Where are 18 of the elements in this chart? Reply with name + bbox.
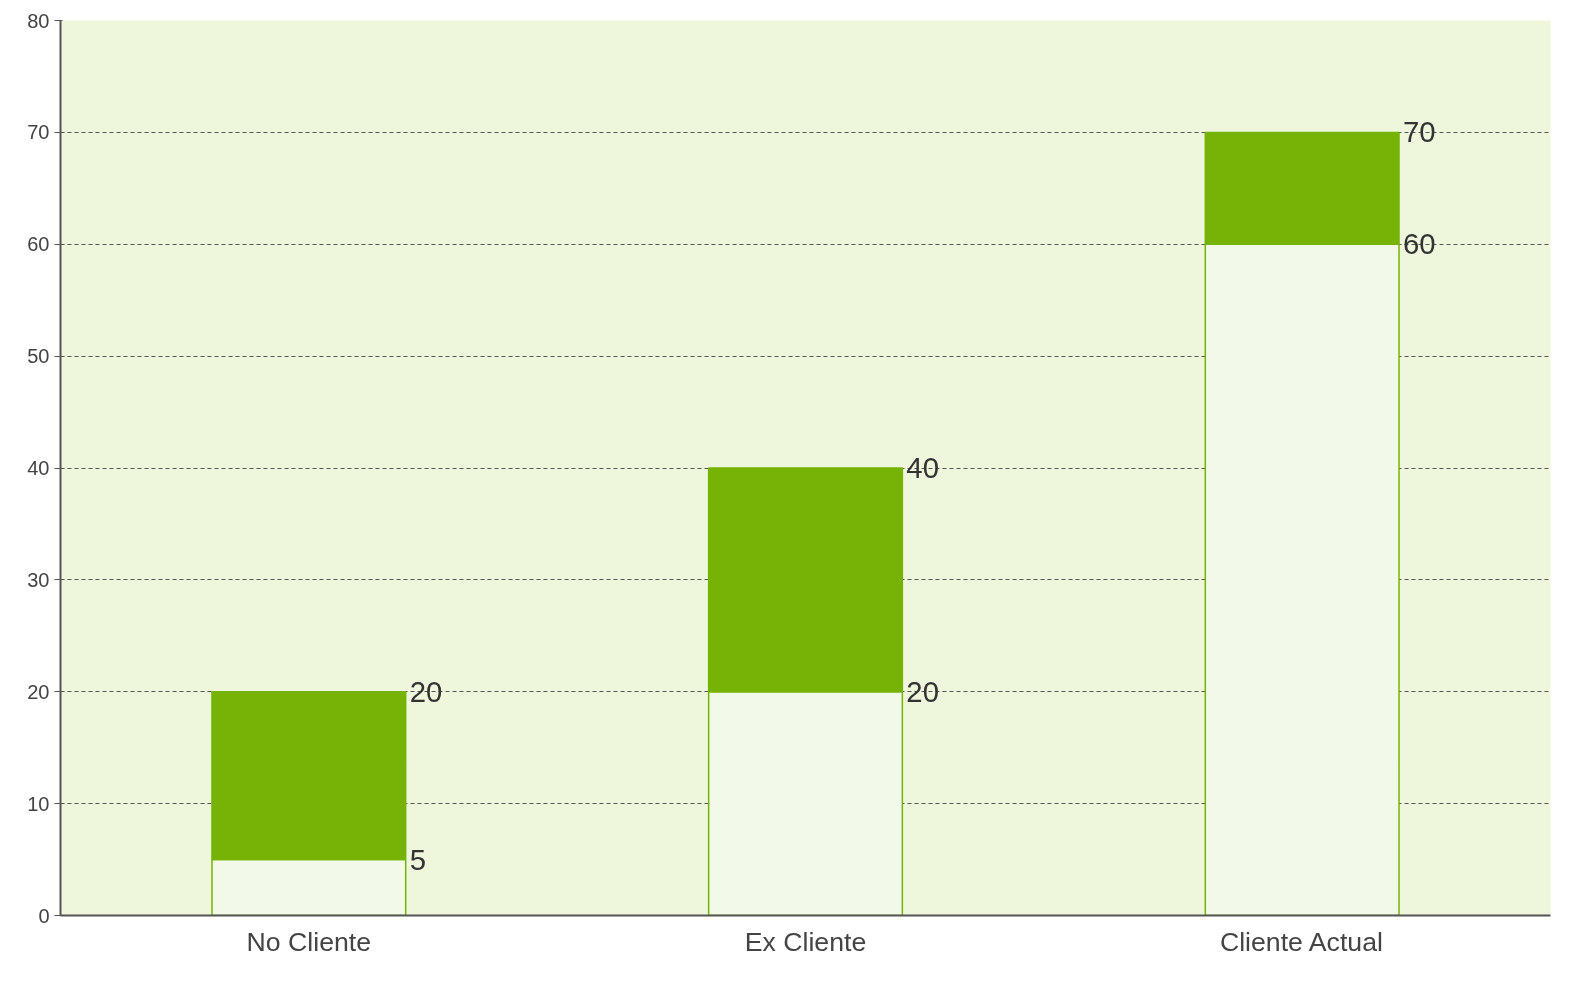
- y-tick-label: 70: [27, 121, 50, 144]
- data-label: 5: [409, 842, 426, 876]
- data-label: 20: [906, 674, 939, 708]
- total-label: 70: [1403, 115, 1436, 149]
- y-tick-label: 30: [27, 568, 50, 591]
- x-tick-label: Ex Cliente: [744, 926, 867, 957]
- y-tick-label: 0: [38, 904, 50, 927]
- y-tick-label: 20: [27, 680, 50, 703]
- total-label: 40: [906, 451, 939, 484]
- total-label: 20: [409, 674, 443, 708]
- y-tick-label: 80: [27, 9, 50, 32]
- x-tick-label: Cliente Actual: [1219, 926, 1383, 957]
- y-tick-label: 60: [27, 233, 50, 256]
- y-tick-label: 40: [27, 457, 50, 479]
- y-tick-label: 10: [27, 792, 50, 815]
- x-tick-label: No Cliente: [246, 926, 372, 957]
- data-label: 60: [1403, 227, 1436, 261]
- y-tick-label: 50: [27, 345, 50, 368]
